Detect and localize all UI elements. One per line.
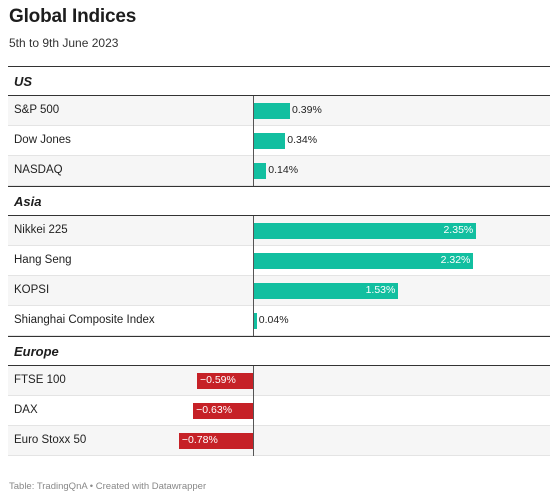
zero-axis-line	[253, 96, 254, 186]
table-row: KOPSI 1.53%	[8, 276, 550, 306]
value-label: −0.78%	[181, 434, 218, 446]
table-row: DAX −0.63%	[8, 396, 550, 426]
table-row: S&P 500 0.39%	[8, 96, 550, 126]
row-label: KOPSI	[14, 284, 50, 296]
bar	[196, 373, 253, 389]
zero-axis-line	[253, 216, 254, 336]
bar	[253, 133, 286, 149]
bar	[178, 433, 253, 449]
row-label: Dow Jones	[14, 134, 71, 146]
value-label: 2.32%	[440, 254, 471, 266]
value-label: 0.04%	[258, 314, 289, 326]
table-row: Shianghai Composite Index 0.04%	[8, 306, 550, 336]
bar	[253, 253, 474, 269]
row-label: Hang Seng	[14, 254, 72, 266]
table-row: Euro Stoxx 50 −0.78%	[8, 426, 550, 456]
bar	[253, 283, 399, 299]
chart-title: Global Indices	[9, 6, 137, 27]
table-row: Nikkei 225 2.35%	[8, 216, 550, 246]
value-label: 1.53%	[365, 284, 396, 296]
value-label: 2.35%	[443, 224, 474, 236]
row-label: Nikkei 225	[14, 224, 68, 236]
value-label: −0.63%	[196, 404, 233, 416]
row-label: Euro Stoxx 50	[14, 434, 87, 446]
value-label: 0.39%	[292, 104, 322, 116]
value-label: 0.14%	[268, 164, 299, 176]
value-label: −0.59%	[199, 374, 236, 386]
row-label: Shianghai Composite Index	[14, 314, 155, 326]
chart-subtitle: 5th to 9th June 2023	[9, 36, 119, 50]
bar	[193, 403, 253, 419]
bar	[253, 163, 267, 179]
group-header-us: US	[8, 66, 550, 96]
zero-axis-line	[253, 366, 254, 456]
group-label: US	[14, 74, 33, 89]
bar	[253, 223, 477, 239]
row-label: NASDAQ	[14, 164, 63, 176]
table-row: FTSE 100 −0.59%	[8, 366, 550, 396]
bar	[253, 313, 257, 329]
group-header-europe: Europe	[8, 336, 550, 366]
bar	[253, 103, 291, 119]
table-row: Dow Jones 0.34%	[8, 126, 550, 156]
table-row: NASDAQ 0.14%	[8, 156, 550, 186]
value-label: 0.34%	[287, 134, 318, 146]
row-label: DAX	[14, 404, 38, 416]
row-label: S&P 500	[14, 104, 60, 116]
row-label: FTSE 100	[14, 374, 66, 386]
group-label: Europe	[14, 344, 59, 359]
group-header-asia: Asia	[8, 186, 550, 216]
table-row: Hang Seng 2.32%	[8, 246, 550, 276]
source-footer: Table: TradingQnA • Created with Datawra…	[9, 481, 207, 492]
group-label: Asia	[14, 194, 42, 209]
